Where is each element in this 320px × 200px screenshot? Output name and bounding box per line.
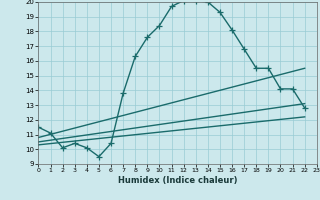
X-axis label: Humidex (Indice chaleur): Humidex (Indice chaleur) [118,176,237,185]
